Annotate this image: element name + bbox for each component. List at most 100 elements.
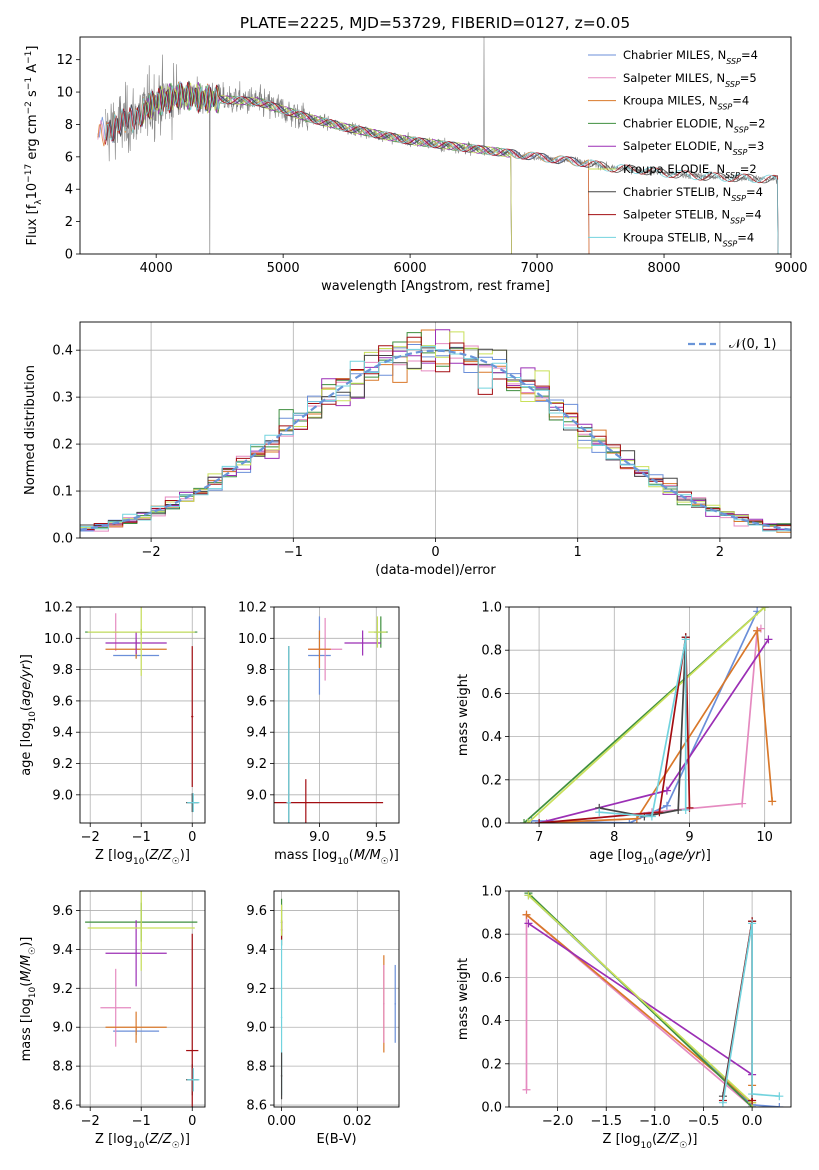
axes-frame — [79, 36, 792, 255]
y-tick-label: 0.8 — [481, 928, 502, 943]
y-tick-label: 9.2 — [52, 982, 73, 997]
axes-residuals: −2 −1 0 1 2 0.0 0.1 0.2 0.3 0.4 𝒩(0, 1) (data-model… — [23, 321, 792, 578]
series-line-kroupa-stelib — [599, 639, 687, 818]
label-part: E(B-V) — [316, 1132, 356, 1147]
y-tick-label: 8 — [65, 118, 73, 133]
legend-label-text: Salpeter STELIB, N — [623, 208, 730, 222]
y-tick-label: 8.6 — [52, 1099, 73, 1114]
grid-lines — [80, 891, 205, 1107]
label-part: 10 — [133, 857, 145, 867]
data-point — [192, 801, 195, 804]
label-part: Z/Z — [656, 1132, 680, 1147]
data-point — [280, 1075, 283, 1077]
axes-frame — [79, 321, 792, 539]
series-line-kroupa-miles — [539, 628, 774, 823]
grid-lines — [274, 891, 399, 1107]
label-part: 10 — [25, 183, 40, 200]
series-line-kroupa-stelib — [722, 923, 780, 1103]
x-tick-label: −0.5 — [688, 1114, 720, 1129]
legend-label-tail: =2 — [740, 162, 757, 176]
legend-label-tail: =3 — [747, 139, 764, 153]
legend-label-sub: SSP — [718, 102, 733, 111]
label-part: Z/Z — [149, 848, 173, 863]
model-spectrum-salpeter-stelib — [105, 81, 779, 254]
plot-area — [522, 891, 784, 1107]
y-tick-label: 9.6 — [52, 694, 73, 709]
axes-mass_vs_Z: −2 −1 08.68.89.09.29.49.6Z [log10(Z/Z☉)]ma… — [19, 890, 206, 1151]
axes-frame — [273, 890, 400, 1108]
y-tick-label: 1.0 — [481, 885, 502, 900]
y-tick-label: 9.2 — [246, 757, 267, 772]
label-part: ( — [144, 848, 149, 863]
y-tick-label: 9.4 — [246, 943, 267, 958]
legend-label-text: Salpeter ELODIE, N — [623, 139, 733, 153]
legend-label-sub: SSP — [733, 148, 748, 157]
x-tick-label: 0.0 — [742, 1114, 763, 1129]
legend-label: Kroupa MILES, NSSP=4 — [623, 94, 749, 112]
legend-label: Salpeter MILES, NSSP=5 — [623, 71, 757, 89]
legend-label: Chabrier STELIB, NSSP=4 — [623, 185, 763, 203]
plus-marker — [674, 806, 683, 815]
plus-marker — [681, 635, 690, 644]
y-tick-label: 0.2 — [52, 438, 73, 453]
label-part: 10 — [642, 857, 654, 867]
y-tick-label: 10 — [56, 86, 73, 101]
plus-marker — [655, 808, 664, 817]
data-point — [192, 1078, 195, 1081]
figure-title: PLATE=2225, MJD=53729, FIBERID=0127, z=0… — [240, 14, 630, 32]
x-axis-label: E(B-V) — [316, 1132, 356, 1147]
label-part: ☉ — [172, 1141, 180, 1151]
label-part: )] — [389, 848, 399, 863]
x-tick-label: −1.5 — [590, 1114, 622, 1129]
y-tick-label: 9.0 — [52, 788, 73, 803]
y-tick-label: 2 — [65, 215, 73, 230]
grid-lines — [274, 606, 399, 823]
x-tick-label: −2.0 — [542, 1114, 574, 1129]
y-tick-label: 0 — [65, 248, 73, 263]
data-point — [140, 631, 143, 633]
label-part: 10 — [28, 986, 38, 998]
legend-label: Salpeter STELIB, NSSP=4 — [623, 208, 762, 226]
x-tick-label: −1 — [132, 830, 151, 845]
y-tick-label: 12 — [56, 53, 73, 68]
label-part: )] — [701, 848, 711, 863]
data-point — [280, 919, 283, 921]
y-tick-label: 9.2 — [52, 757, 73, 772]
ticks: −2 −1 0 8.6 8.8 9.0 9.2 9.4 9.6 — [52, 904, 196, 1129]
plus-marker — [522, 1085, 531, 1094]
legend-label-sub: SSP — [725, 79, 740, 88]
legend-label-text: Chabrier MILES, N — [623, 48, 726, 62]
ticks: −2 −1 0 9.0 9.2 9.4 9.6 9.8 10.0 10.2 — [44, 601, 196, 846]
x-axis-label: Z [log10(Z/Z☉)] — [603, 1132, 698, 1151]
axes-weight_vs_Z: −2.0 −1.5 −1.0 −0.5 0.0 0.0 0.2 0.4 0.6 0.8 1.0 Z [… — [456, 885, 792, 1151]
label-part: mass weight — [456, 674, 471, 756]
x-tick-label: 10 — [756, 830, 773, 845]
x-tick-label: 9 — [685, 830, 693, 845]
label-part: ( — [349, 848, 354, 863]
axes-frame — [508, 606, 792, 824]
y-tick-label: 0.4 — [481, 730, 502, 745]
model-spectrum-chabrier-stelib — [105, 81, 779, 254]
model-spectrum-kroupa-elodie — [143, 82, 512, 254]
label-part: −2 — [24, 101, 34, 114]
axes-age_vs_mass: 9.0 9.5 9.0 9.2 9.4 9.6 9.8 10.0 10.2 mass [log10… — [238, 601, 400, 867]
plus-marker — [524, 891, 533, 900]
label-part: Z [log — [95, 848, 133, 863]
plus-marker — [760, 607, 769, 611]
label-part: M/M — [19, 955, 34, 982]
legend-label-sub: SSP — [731, 193, 746, 202]
data-point — [361, 642, 364, 644]
y-tick-label: 0.0 — [481, 817, 502, 832]
label-part: s — [25, 90, 40, 101]
plus-marker — [625, 819, 634, 823]
x-axis-label: mass [log10(M/M☉)] — [274, 848, 399, 867]
label-part: ☉ — [172, 857, 180, 867]
x-tick-label: 6000 — [394, 261, 427, 276]
x-tick-label: −1.0 — [639, 1114, 671, 1129]
x-tick-label: 0.02 — [343, 1114, 372, 1129]
legend-label: Salpeter ELODIE, NSSP=3 — [623, 139, 764, 157]
axes-age_vs_Z: −2 −1 09.09.29.49.69.810.010.2Z [log10(Z/Z… — [19, 601, 206, 867]
data-point — [135, 1026, 137, 1029]
plot-area — [274, 616, 388, 823]
legend-label-tail: =5 — [740, 71, 757, 85]
